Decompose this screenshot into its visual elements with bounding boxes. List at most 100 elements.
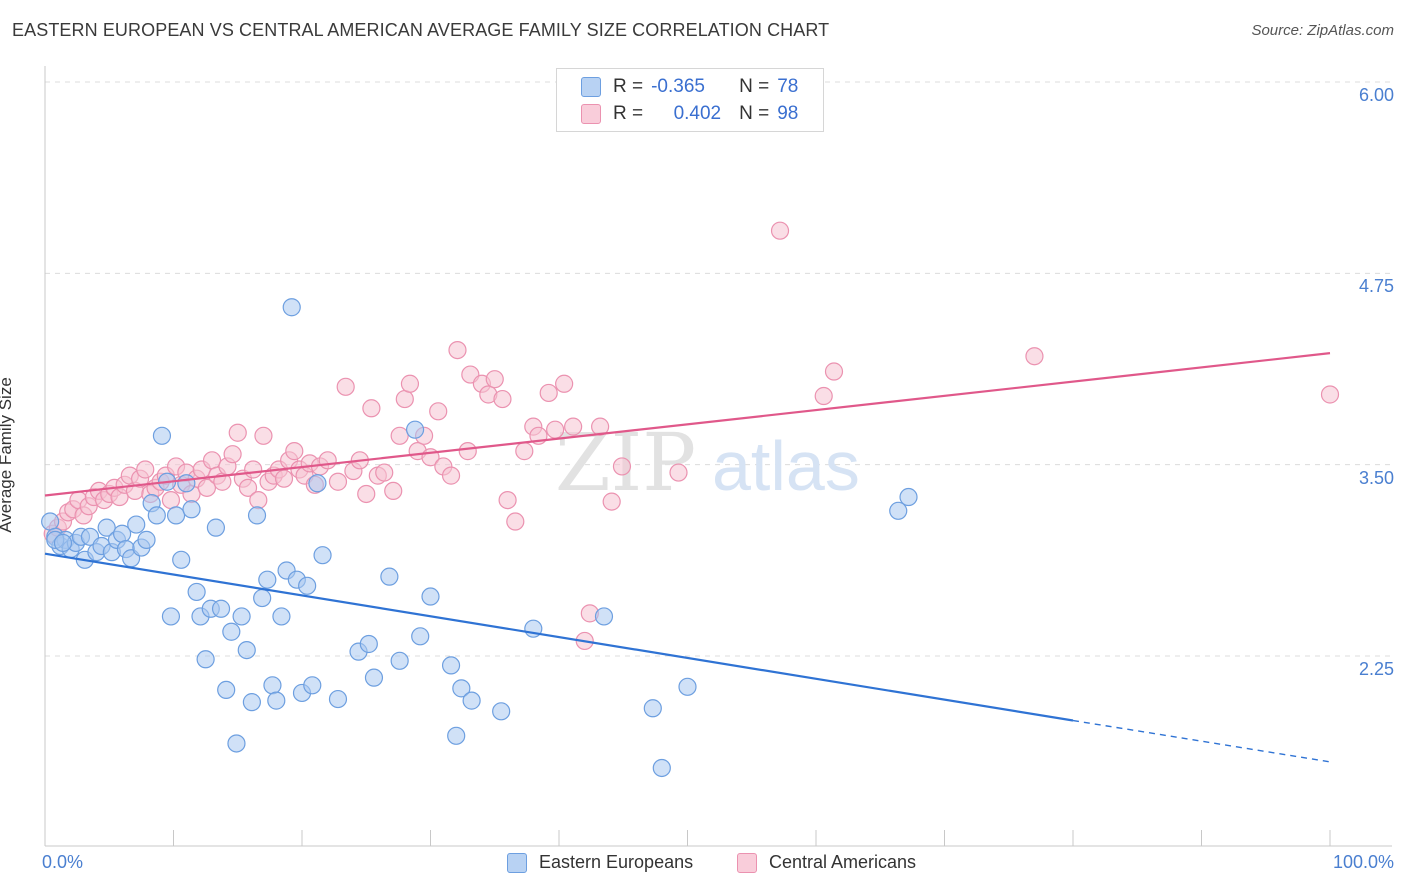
- central-american-point: [285, 442, 304, 461]
- x-tick-max: 100.0%: [1332, 852, 1394, 872]
- eastern-european-point: [447, 726, 466, 745]
- central-american-point: [254, 426, 273, 445]
- central-american-point: [238, 478, 258, 497]
- eastern-european-point: [147, 506, 166, 525]
- eastern-european-point: [137, 530, 156, 549]
- central-american-point: [1025, 347, 1044, 366]
- central-american-point: [498, 490, 517, 510]
- legend-item-central: Central Americans: [737, 852, 916, 873]
- eastern-european-point: [359, 634, 378, 654]
- central-american-point: [506, 512, 525, 531]
- eastern-european-point: [177, 474, 196, 493]
- central-american-point: [429, 402, 448, 421]
- central-american-point: [493, 389, 512, 409]
- eastern-european-point: [152, 426, 172, 445]
- legend-n-label: N =: [739, 103, 770, 124]
- central-american-point: [485, 370, 504, 389]
- eastern-trend-extension: [1072, 719, 1331, 763]
- central-american-point: [555, 374, 574, 393]
- eastern-european-point: [452, 679, 471, 698]
- central-american-point: [669, 463, 688, 482]
- central-swatch: [581, 104, 601, 124]
- eastern-european-point: [227, 734, 246, 753]
- central-american-point: [441, 466, 461, 485]
- eastern-european-point: [172, 550, 191, 569]
- eastern-european-point: [53, 533, 73, 553]
- eastern-swatch: [581, 77, 601, 97]
- eastern-european-point: [313, 546, 332, 565]
- eastern-legend-label: Eastern Europeans: [539, 852, 694, 872]
- central-american-point: [612, 457, 632, 476]
- central-american-point: [197, 478, 217, 497]
- watermark-atlas: atlas: [712, 427, 860, 505]
- central-american-point: [539, 383, 558, 403]
- legend-n-label: N =: [739, 76, 770, 97]
- legend-row-eastern: R = -0.365 N = 78: [557, 74, 798, 100]
- central-american-point: [591, 417, 610, 436]
- central-american-point: [564, 417, 583, 436]
- central-american-point: [336, 377, 355, 396]
- legend-r-value: -0.365: [651, 76, 705, 97]
- eastern-european-point: [308, 474, 327, 493]
- central-american-point: [357, 484, 376, 504]
- central-american-point: [515, 442, 534, 461]
- central-american-point: [244, 460, 263, 479]
- eastern-european-point: [237, 641, 256, 660]
- trend-lines: [44, 352, 1331, 763]
- eastern-european-point: [405, 420, 425, 439]
- central-american-point: [136, 460, 155, 479]
- central-legend-label: Central Americans: [769, 852, 917, 872]
- eastern-european-point: [232, 607, 251, 626]
- x-tick-min: 0.0%: [42, 852, 84, 872]
- central-american-point: [770, 221, 790, 240]
- eastern-european-point: [258, 570, 277, 589]
- eastern-european-point: [594, 607, 614, 626]
- eastern-european-point: [187, 582, 206, 602]
- eastern-european-point: [182, 500, 201, 519]
- legend-row-central: R = 0.402 N = 98: [557, 101, 798, 127]
- central-american-point: [274, 469, 294, 488]
- central-american-point: [1320, 385, 1340, 404]
- eastern-european-point: [298, 576, 317, 595]
- eastern-european-point: [390, 651, 409, 670]
- eastern-european-point: [267, 691, 286, 710]
- eastern-european-point: [242, 693, 261, 712]
- eastern-european-point: [272, 607, 291, 626]
- eastern-european-point: [652, 758, 671, 778]
- eastern-european-point: [247, 506, 267, 525]
- y-tick-label: 6.00: [1358, 85, 1394, 105]
- eastern-european-point: [411, 627, 430, 646]
- eastern-european-point: [421, 587, 440, 606]
- eastern-european-point: [222, 622, 241, 641]
- eastern-european-point: [253, 588, 272, 608]
- eastern-european-point: [899, 487, 918, 507]
- eastern-european-point: [127, 515, 146, 534]
- gridlines: [45, 81, 1392, 657]
- central-american-point: [328, 472, 348, 491]
- central-legend-swatch: [737, 852, 757, 873]
- central-american-point: [228, 423, 247, 442]
- central-american-point: [362, 399, 381, 418]
- legend-r-value: 0.402: [673, 103, 722, 124]
- eastern-european-point: [282, 298, 301, 317]
- central-american-point: [448, 340, 467, 360]
- eastern-european-point: [166, 506, 186, 525]
- eastern-european-point: [889, 501, 908, 520]
- y-tick-label: 4.75: [1358, 276, 1394, 297]
- legend-n-value: 78: [777, 76, 799, 97]
- y-tick-label: 2.25: [1358, 659, 1394, 679]
- stats-legend: R = -0.365 N = 78 R = 0.402 N = 98: [556, 68, 824, 132]
- central-american-point: [458, 442, 477, 461]
- eastern-european-point: [303, 676, 322, 695]
- eastern-european-point: [678, 677, 697, 696]
- central-american-point: [318, 451, 337, 470]
- eastern-european-point: [206, 518, 226, 537]
- central-american-point: [602, 492, 621, 511]
- series-legend: Eastern Europeans Central Americans: [0, 852, 1406, 878]
- central-american-point: [824, 362, 844, 381]
- eastern-european-point: [462, 691, 481, 710]
- eastern-european-point: [364, 668, 384, 687]
- eastern-european-points: [41, 298, 918, 778]
- eastern-european-point: [41, 512, 60, 531]
- legend-r-label: R =: [613, 103, 644, 124]
